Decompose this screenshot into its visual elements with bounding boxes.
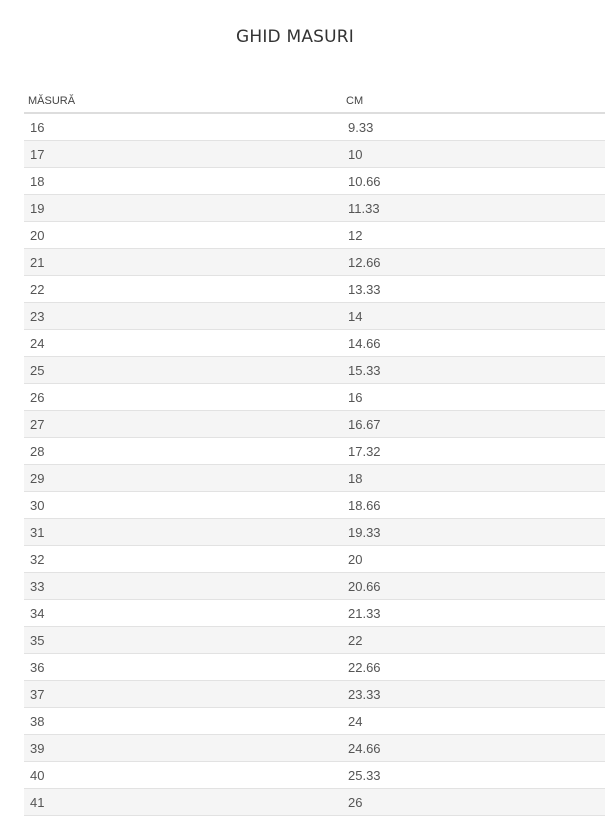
cm-cell: 19.33: [342, 518, 605, 546]
cm-cell: 23.33: [342, 680, 605, 708]
table-row: 29 18: [24, 464, 605, 492]
table-row: 19 11.33: [24, 194, 605, 222]
cm-cell: 12: [342, 221, 605, 249]
size-cell: 31: [24, 518, 342, 546]
cm-cell: 25.33: [342, 761, 605, 789]
column-header-cm: CM: [342, 90, 605, 114]
cm-cell: 16.67: [342, 410, 605, 438]
size-cell: 25: [24, 356, 342, 384]
table-row: 33 20.66: [24, 572, 605, 600]
table-row: 17 10: [24, 140, 605, 168]
cm-cell: 18.66: [342, 491, 605, 519]
table-row: 41 26: [24, 788, 605, 816]
column-header-size: MĂSURĂ: [24, 90, 342, 114]
table-header-row: MĂSURĂ CM: [24, 90, 605, 114]
size-cell: 39: [24, 734, 342, 762]
size-cell: 20: [24, 221, 342, 249]
cm-cell: 9.33: [342, 113, 605, 141]
size-cell: 28: [24, 437, 342, 465]
size-cell: 38: [24, 707, 342, 735]
table-row: 23 14: [24, 302, 605, 330]
table-row: 20 12: [24, 221, 605, 249]
size-cell: 26: [24, 383, 342, 411]
cm-cell: 24.66: [342, 734, 605, 762]
table-row: 26 16: [24, 383, 605, 411]
page-title: GHID MASURI: [235, 27, 355, 47]
size-cell: 18: [24, 167, 342, 195]
size-guide-table: MĂSURĂ CM 16 9.33 17 10 18 10.66 19 11.33 20 12 21…: [24, 90, 605, 816]
cm-cell: 12.66: [342, 248, 605, 276]
size-cell: 32: [24, 545, 342, 573]
size-cell: 36: [24, 653, 342, 681]
size-cell: 29: [24, 464, 342, 492]
cm-cell: 22.66: [342, 653, 605, 681]
table-row: 36 22.66: [24, 653, 605, 681]
size-cell: 33: [24, 572, 342, 600]
size-cell: 17: [24, 140, 342, 168]
table-row: 30 18.66: [24, 491, 605, 519]
table-row: 18 10.66: [24, 167, 605, 195]
size-cell: 37: [24, 680, 342, 708]
table-row: 27 16.67: [24, 410, 605, 438]
table-row: 32 20: [24, 545, 605, 573]
cm-cell: 10.66: [342, 167, 605, 195]
size-cell: 22: [24, 275, 342, 303]
table-row: 39 24.66: [24, 734, 605, 762]
cm-cell: 10: [342, 140, 605, 168]
table-row: 40 25.33: [24, 761, 605, 789]
cm-cell: 11.33: [342, 194, 605, 222]
cm-cell: 13.33: [342, 275, 605, 303]
size-cell: 27: [24, 410, 342, 438]
table-row: 35 22: [24, 626, 605, 654]
table-row: 34 21.33: [24, 599, 605, 627]
cm-cell: 20.66: [342, 572, 605, 600]
cm-cell: 21.33: [342, 599, 605, 627]
size-cell: 16: [24, 113, 342, 141]
size-cell: 19: [24, 194, 342, 222]
size-cell: 34: [24, 599, 342, 627]
cm-cell: 15.33: [342, 356, 605, 384]
size-cell: 35: [24, 626, 342, 654]
size-cell: 30: [24, 491, 342, 519]
table-row: 28 17.32: [24, 437, 605, 465]
cm-cell: 17.32: [342, 437, 605, 465]
table-row: 25 15.33: [24, 356, 605, 384]
table-row: 22 13.33: [24, 275, 605, 303]
table-body: 16 9.33 17 10 18 10.66 19 11.33 20 12 21 12.66 22 13.…: [24, 113, 605, 816]
cm-cell: 24: [342, 707, 605, 735]
cm-cell: 26: [342, 788, 605, 816]
size-cell: 21: [24, 248, 342, 276]
cm-cell: 22: [342, 626, 605, 654]
cm-cell: 20: [342, 545, 605, 573]
table-row: 24 14.66: [24, 329, 605, 357]
cm-cell: 14: [342, 302, 605, 330]
size-cell: 24: [24, 329, 342, 357]
cm-cell: 18: [342, 464, 605, 492]
cm-cell: 16: [342, 383, 605, 411]
table-row: 16 9.33: [24, 113, 605, 141]
table-row: 37 23.33: [24, 680, 605, 708]
cm-cell: 14.66: [342, 329, 605, 357]
table-row: 31 19.33: [24, 518, 605, 546]
size-cell: 41: [24, 788, 342, 816]
size-cell: 40: [24, 761, 342, 789]
table-row: 38 24: [24, 707, 605, 735]
table-row: 21 12.66: [24, 248, 605, 276]
size-cell: 23: [24, 302, 342, 330]
